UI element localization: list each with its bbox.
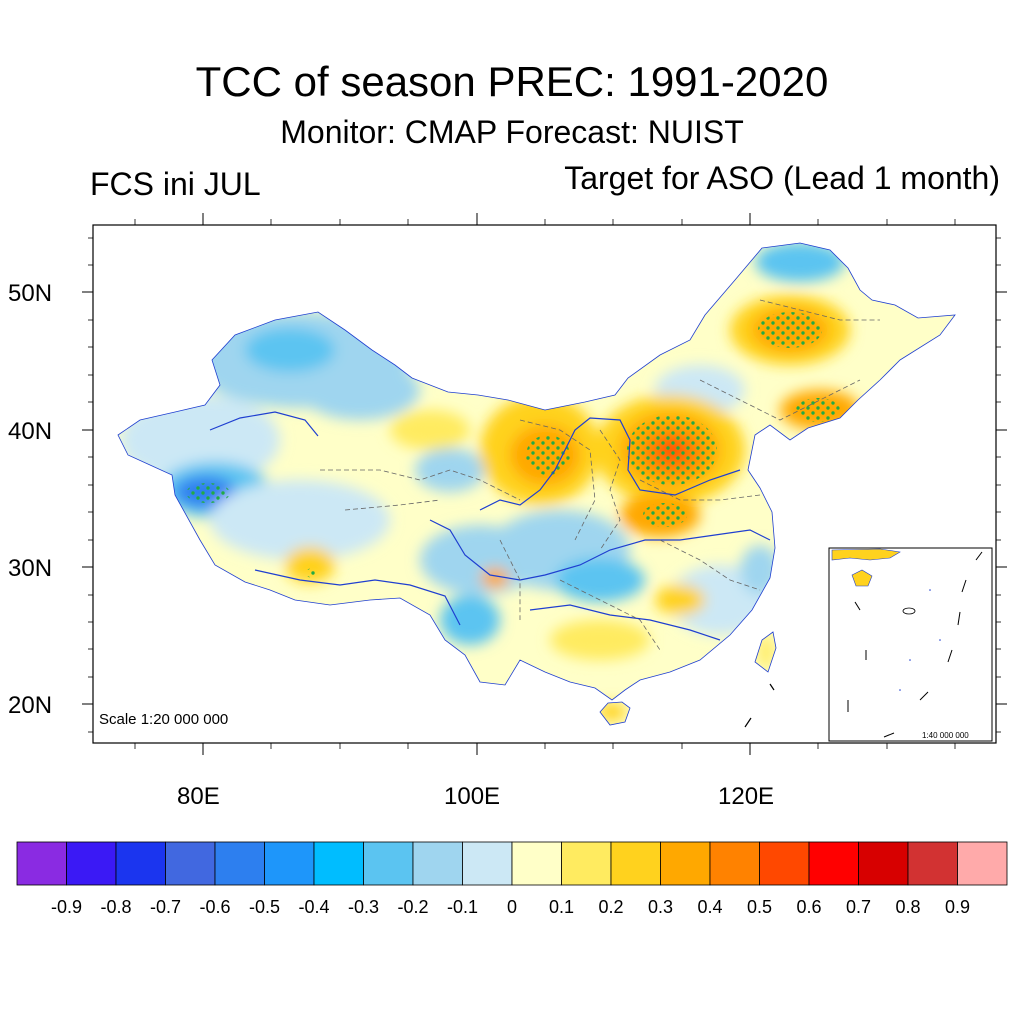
colorbar-tick-label: -0.3 <box>347 897 380 917</box>
lon-label-120e: 120E <box>718 783 775 810</box>
rivers <box>209 411 771 641</box>
map-scale-label: Scale 1:20 000 000 <box>99 711 229 728</box>
colorbar-tick-label: 0.5 <box>746 897 773 917</box>
lat-label-40n: 40N <box>8 418 53 445</box>
colorbar-tick-label: 0.8 <box>895 897 921 917</box>
colorbar-tick-label: 0.7 <box>845 897 872 917</box>
colorbar-tick-label: 0.2 <box>598 897 624 917</box>
lat-label-50n: 50N <box>8 280 53 307</box>
colorbar-tick-label: 0.6 <box>796 897 822 917</box>
target-season-label: Target for ASO (Lead 1 month) <box>564 160 1000 196</box>
colorbar-tick-label: -0.8 <box>100 897 132 917</box>
minor-ticks <box>88 219 1001 749</box>
colorbar-tick-label: -0.9 <box>50 897 83 917</box>
colorbar-tick-label: 0.9 <box>944 897 971 917</box>
chart-title: TCC of season PREC: 1991-2020 <box>195 58 829 105</box>
hainan-outline <box>599 701 631 726</box>
colorbar-tick-label: -0.2 <box>397 897 429 917</box>
significance-stipple <box>186 312 840 578</box>
chart-subtitle: Monitor: CMAP Forecast: NUIST <box>280 114 744 150</box>
province-borders <box>320 299 880 651</box>
colorbar-tick-label: -0.6 <box>199 897 231 917</box>
axis-ticks <box>82 213 1007 755</box>
forecast-init-label: FCS ini JUL <box>90 166 261 202</box>
lon-label-100e: 100E <box>444 783 501 810</box>
colorbar-tick-label: 0 <box>506 897 518 917</box>
lat-label-30n: 30N <box>8 555 53 582</box>
lon-label-80e: 80E <box>177 783 220 810</box>
lat-label-20n: 20N <box>8 692 53 719</box>
colorbar-tick-label: -0.7 <box>149 897 182 917</box>
colorbar-tick-label: 0.3 <box>647 897 674 917</box>
south-china-sea-inset <box>828 547 993 742</box>
taiwan-outline <box>754 631 777 673</box>
inset-scale-label: 1:40 000 000 <box>922 731 969 740</box>
colorbar-tick-label: -0.1 <box>446 897 479 917</box>
colorbar-tick-label: 0.1 <box>548 897 575 917</box>
colorbar-tick-label: -0.5 <box>248 897 281 917</box>
colorbar-tick-label: -0.4 <box>298 897 330 917</box>
boundary-dashes <box>744 683 775 728</box>
colorbar-tick-label: 0.4 <box>697 897 723 917</box>
national-outline <box>117 242 956 701</box>
